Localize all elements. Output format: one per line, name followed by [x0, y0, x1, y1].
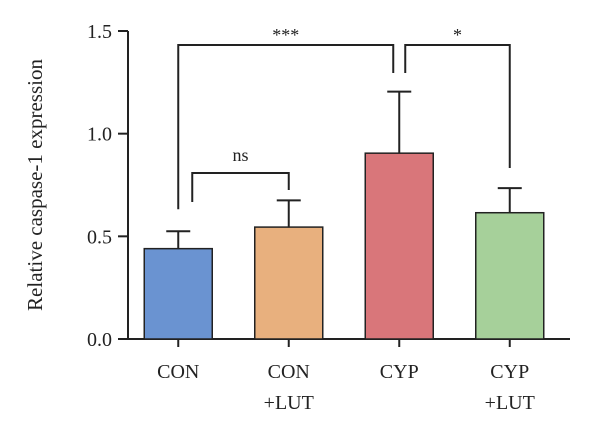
significance-label: ***	[272, 25, 299, 45]
significance-bracket	[404, 44, 511, 168]
category-label: CON	[157, 361, 199, 383]
significance-label: *	[453, 25, 462, 45]
labels: Relative caspase-1 expression CON CON +LUT C…	[23, 59, 535, 414]
category-label: CYP	[490, 361, 529, 383]
significance-brackets: *** ns *	[177, 25, 511, 210]
category-label: CYP	[380, 361, 419, 383]
bars	[143, 90, 545, 340]
y-tick-label: 1.0	[87, 124, 112, 146]
bar	[254, 226, 324, 340]
bar	[143, 247, 213, 340]
bar	[475, 211, 545, 340]
y-tick-label: 1.5	[87, 21, 112, 43]
category-label: CON	[268, 361, 310, 383]
y-axis-label: Relative caspase-1 expression	[23, 59, 47, 311]
category-label: +LUT	[264, 392, 314, 414]
y-tick-label: 0.5	[87, 226, 112, 248]
significance-bracket	[191, 172, 290, 202]
significance-bracket	[177, 44, 395, 210]
y-tick-label: 0.0	[87, 329, 112, 351]
significance-label: ns	[232, 145, 248, 165]
category-label: +LUT	[485, 392, 535, 414]
bar	[364, 152, 434, 340]
